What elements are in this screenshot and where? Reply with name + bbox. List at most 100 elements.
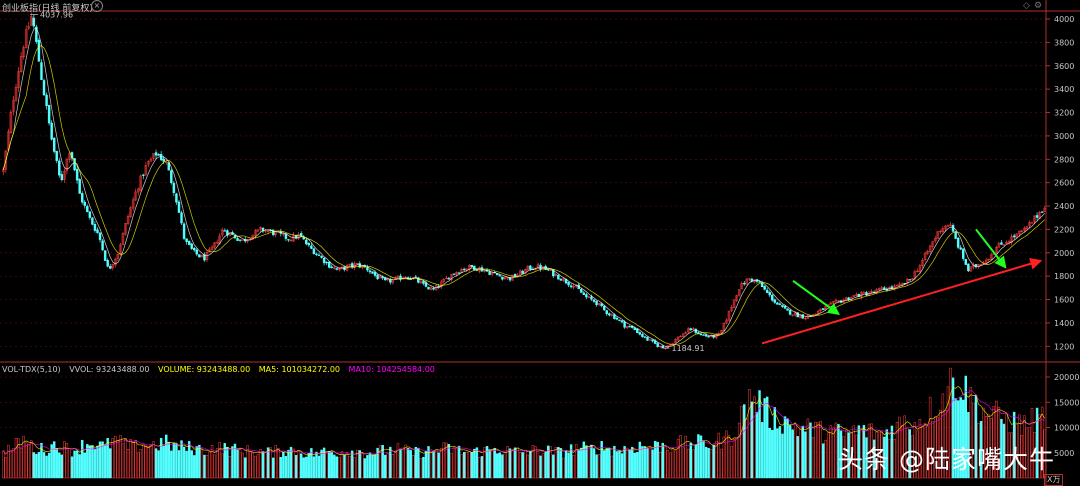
volume-bar [643, 446, 647, 479]
volume-bar [233, 443, 237, 479]
candle-body [936, 231, 940, 239]
volume-bar [335, 456, 339, 479]
volume-bar [91, 445, 94, 479]
volume-bar [796, 436, 799, 479]
volume-bar [292, 448, 295, 479]
volume-bar [287, 449, 290, 479]
candle-body [327, 261, 331, 268]
candle-body [852, 295, 855, 297]
candle-body [946, 225, 950, 227]
volume-bar [172, 442, 176, 479]
volume-bar [908, 429, 911, 479]
volume-bar [860, 428, 863, 479]
volume-bar [1033, 432, 1036, 479]
volume-bar [419, 458, 423, 479]
volume-bar [274, 445, 277, 479]
candle-body [35, 26, 38, 42]
candle-body [793, 312, 797, 316]
candle-body [1023, 227, 1026, 231]
volume-bar [14, 438, 18, 479]
volume-bar [737, 422, 741, 479]
candle-body [788, 309, 792, 315]
volume-bar [98, 441, 102, 479]
volume-bar [345, 452, 349, 479]
volume-bar [995, 400, 998, 479]
candle-body [689, 328, 693, 331]
candle-body [180, 212, 183, 224]
candle-body [590, 296, 593, 300]
candle-body [333, 267, 336, 269]
volume-bar [305, 456, 308, 479]
volume-bar [45, 455, 48, 479]
volume-bar [86, 444, 89, 479]
vvol-value: VVOL: 93243488.00 [69, 365, 150, 374]
candle-body [170, 170, 173, 184]
volume-bar [651, 449, 654, 479]
candle-body [730, 306, 733, 311]
candle-body [65, 158, 69, 171]
volume-bar [126, 449, 130, 479]
volume-bar [384, 454, 387, 479]
candle-body [378, 276, 382, 279]
candle-body [152, 153, 155, 159]
volume-tick-label: 20000 [1054, 373, 1079, 382]
volume-bar [386, 453, 389, 479]
close-icon[interactable]: × [91, 0, 103, 12]
diamond-icon[interactable]: ◇ [1023, 1, 1030, 11]
candle-body [80, 193, 84, 203]
volume-bar [165, 434, 168, 479]
candle-body [760, 282, 764, 288]
candle-body [526, 265, 530, 270]
candle-body [414, 276, 418, 278]
candle-body [348, 263, 351, 266]
volume-bar [73, 450, 76, 479]
candle-body [1012, 235, 1016, 238]
volume-bar [465, 451, 468, 479]
candle-body [735, 295, 738, 301]
volume-bar [582, 441, 586, 479]
volume-bar [732, 439, 736, 479]
volume-bar [923, 422, 927, 479]
volume-bar [730, 446, 733, 479]
volume-bar [1015, 424, 1018, 479]
volume-bar [78, 454, 81, 479]
candle-body [22, 47, 25, 58]
candle-body [371, 271, 374, 274]
gear-icon[interactable]: ⚙ [1034, 1, 1043, 11]
candle-body [200, 255, 204, 258]
volume-bar [254, 455, 257, 479]
volume-bar [771, 429, 774, 479]
volume-bar [877, 432, 881, 479]
candle-body [289, 240, 293, 242]
candle-body [549, 269, 552, 271]
candle-body [582, 292, 586, 295]
candle-body [814, 313, 817, 315]
price-tick-label: 1600 [1054, 296, 1074, 305]
candle-body [437, 286, 440, 288]
volume-bar [541, 453, 545, 479]
volume-bar [819, 420, 822, 479]
volume-bar [717, 432, 721, 479]
candle-body [773, 299, 777, 303]
indicator-name[interactable]: VOL-TDX(5,10) [2, 365, 61, 374]
volume-bar [63, 441, 66, 479]
volume-bar [867, 423, 871, 479]
volume-bar [638, 441, 642, 479]
volume-bar [849, 432, 853, 479]
candle-body [801, 314, 805, 319]
price-tick-label: 1400 [1054, 319, 1074, 328]
candle-body [804, 317, 807, 320]
candle-body [88, 211, 92, 218]
volume-bar [709, 449, 713, 479]
candle-body [317, 254, 321, 256]
candle-body [241, 239, 244, 241]
volume-bar [193, 455, 196, 479]
candle-body [419, 281, 423, 284]
volume-bar [1038, 414, 1041, 479]
candle-body [55, 150, 58, 161]
price-tick-label: 4000 [1054, 15, 1074, 24]
candle-body [429, 287, 433, 290]
candle-body [949, 224, 952, 227]
volume-bar [475, 447, 479, 479]
